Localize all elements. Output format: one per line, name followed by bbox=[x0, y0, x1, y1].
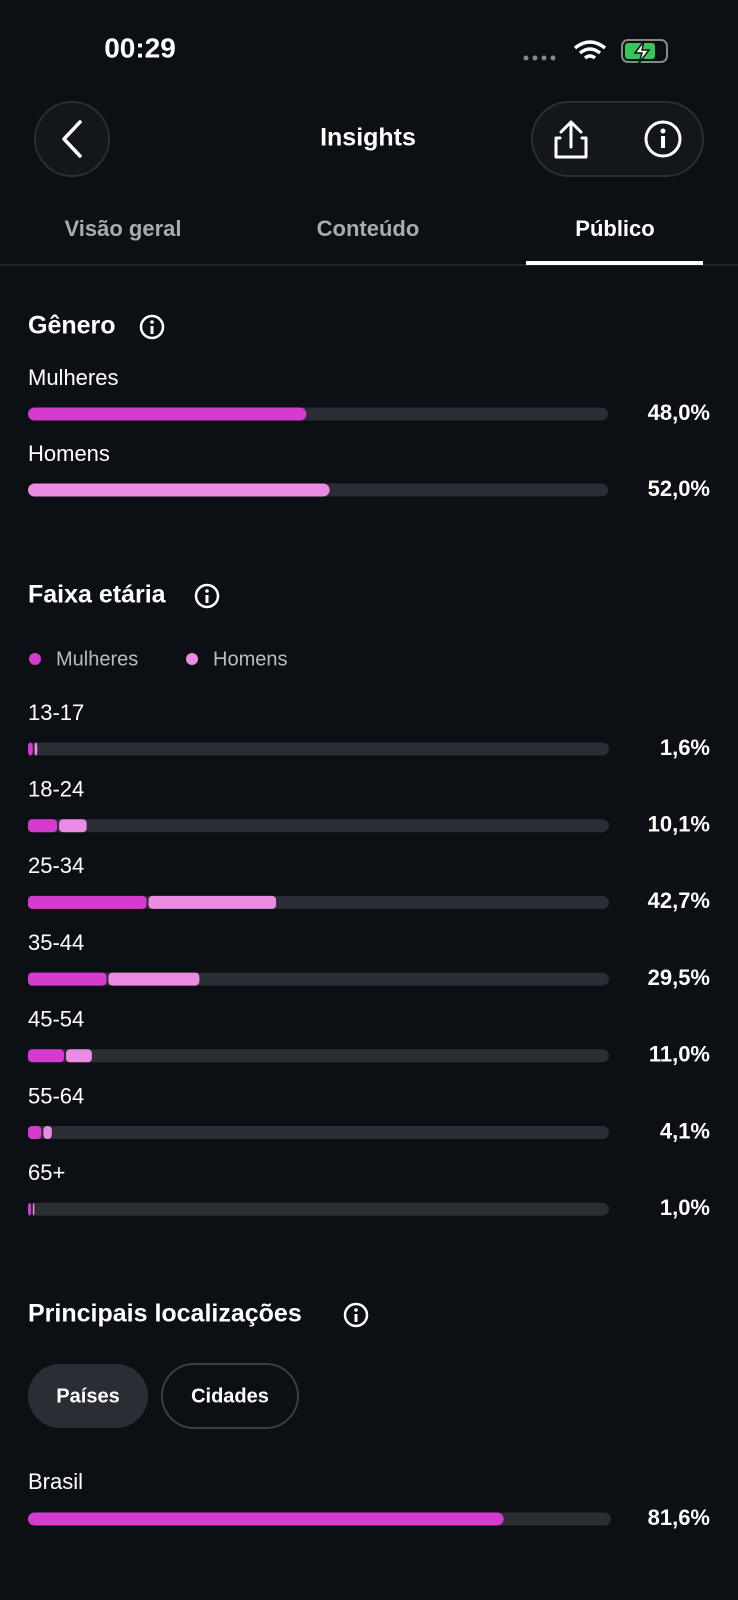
bar-segment bbox=[28, 819, 58, 833]
bar-track bbox=[28, 742, 609, 756]
row-value: 11,0% bbox=[649, 1042, 710, 1067]
share-button[interactable] bbox=[554, 120, 588, 159]
back-button[interactable] bbox=[34, 101, 110, 177]
bar-segment bbox=[148, 895, 277, 909]
bar-segment bbox=[28, 742, 33, 756]
bar-segment bbox=[66, 1049, 92, 1063]
filter-chip[interactable] bbox=[28, 1364, 148, 1428]
row-value: 52,0% bbox=[648, 476, 710, 501]
bar-track bbox=[28, 1126, 609, 1139]
row-value: 4,1% bbox=[660, 1118, 710, 1143]
legend-dot bbox=[29, 653, 41, 665]
info-icon-stem bbox=[150, 326, 154, 334]
legend-label: Homens bbox=[213, 648, 287, 670]
info-icon-stem bbox=[205, 595, 209, 603]
bar-segment bbox=[28, 1126, 42, 1139]
info-icon-dot bbox=[354, 1308, 358, 1312]
info-icon[interactable] bbox=[343, 1302, 369, 1328]
bar bbox=[28, 483, 330, 497]
bar-track bbox=[28, 1202, 609, 1216]
bar-segment bbox=[28, 895, 147, 909]
section-title: Principais localizações bbox=[28, 1300, 302, 1328]
row-label: 18-24 bbox=[28, 777, 84, 802]
row-value: 10,1% bbox=[648, 812, 710, 837]
tab-underline bbox=[526, 261, 703, 265]
row-value: 81,6% bbox=[648, 1505, 710, 1530]
filter-chip-label[interactable]: Países bbox=[56, 1385, 119, 1407]
row-label: 45-54 bbox=[28, 1007, 84, 1032]
row-label: 25-34 bbox=[28, 853, 84, 878]
bar bbox=[28, 407, 307, 421]
status-time: 00:29 bbox=[104, 32, 176, 63]
info-button[interactable] bbox=[644, 120, 682, 158]
tab[interactable]: Conteúdo bbox=[317, 216, 420, 241]
info-icon-stem bbox=[354, 1314, 358, 1322]
filter-chip-label[interactable]: Cidades bbox=[191, 1385, 269, 1407]
row-value: 29,5% bbox=[648, 965, 710, 990]
row-label: 55-64 bbox=[28, 1083, 84, 1108]
row-value: 1,6% bbox=[660, 735, 710, 760]
status-icons bbox=[523, 39, 668, 64]
info-icon[interactable] bbox=[139, 314, 165, 340]
bar-segment bbox=[34, 742, 38, 756]
page-title: Insights bbox=[320, 124, 416, 152]
bar-track bbox=[28, 819, 609, 833]
bar-segment bbox=[28, 1202, 31, 1216]
section-title: Gênero bbox=[28, 312, 116, 340]
bar-segment bbox=[108, 972, 200, 986]
row-value: 1,0% bbox=[660, 1195, 710, 1220]
row-label: 35-44 bbox=[28, 930, 84, 955]
bar bbox=[28, 1512, 504, 1526]
row-value: 48,0% bbox=[648, 400, 710, 425]
row-label: Brasil bbox=[28, 1469, 83, 1494]
info-icon-dot bbox=[205, 589, 209, 593]
row-value: 42,7% bbox=[648, 888, 710, 913]
row-label: Homens bbox=[28, 441, 110, 466]
tab[interactable]: Público bbox=[575, 216, 654, 241]
bar-segment bbox=[43, 1126, 52, 1139]
row-label: 65+ bbox=[28, 1160, 65, 1185]
bar-segment bbox=[28, 1049, 65, 1063]
bar-track bbox=[28, 1049, 609, 1063]
bar-segment bbox=[32, 1202, 35, 1216]
bar-segment bbox=[59, 819, 87, 833]
legend-dot bbox=[186, 653, 198, 665]
tab[interactable]: Visão geral bbox=[65, 216, 182, 241]
legend-label: Mulheres bbox=[56, 648, 138, 670]
info-icon-dot bbox=[150, 320, 154, 324]
row-label: 13-17 bbox=[28, 700, 84, 725]
bar-segment bbox=[28, 972, 107, 986]
info-icon[interactable] bbox=[194, 583, 220, 609]
filter-chip[interactable] bbox=[161, 1363, 299, 1429]
section-title: Faixa etária bbox=[28, 581, 167, 609]
row-label: Mulheres bbox=[28, 365, 118, 390]
